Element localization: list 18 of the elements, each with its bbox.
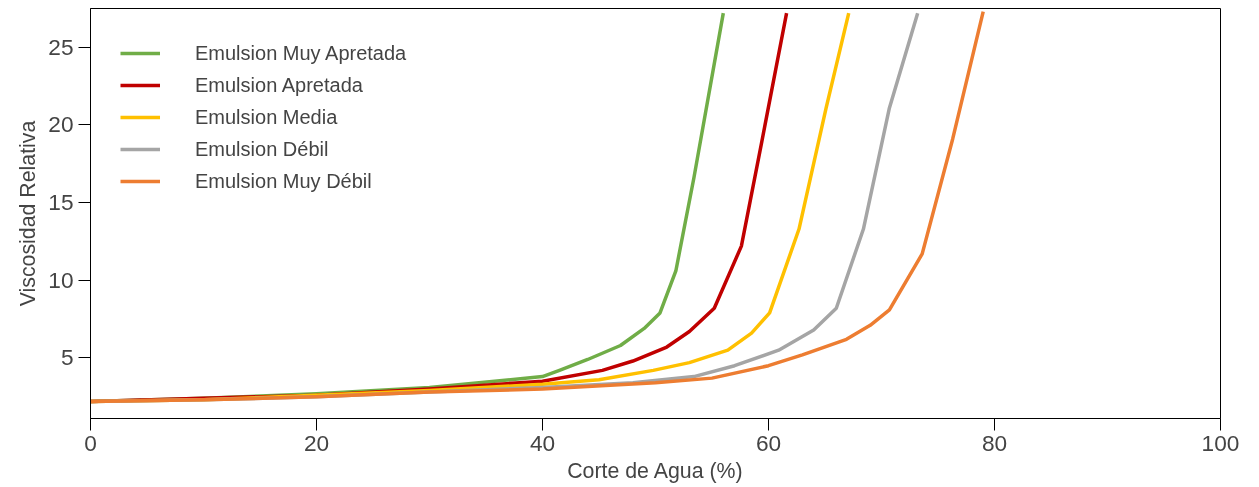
legend-label: Emulsion Muy Apretada xyxy=(195,40,407,66)
legend-label: Emulsion Apretada xyxy=(195,72,363,98)
x-tick-label: 40 xyxy=(529,429,556,456)
x-tick-label: 80 xyxy=(981,429,1008,456)
legend-label: Emulsion Muy Débil xyxy=(195,168,372,194)
y-tick-label: 15 xyxy=(48,189,74,216)
x-tick-label: 100 xyxy=(1201,429,1240,456)
y-tick-label: 10 xyxy=(48,266,74,293)
x-axis-title: Corte de Agua (%) xyxy=(567,458,743,483)
legend-label: Emulsion Débil xyxy=(195,136,329,162)
y-tick-label: 25 xyxy=(48,33,74,60)
y-tick-label: 5 xyxy=(60,344,74,371)
y-tick-label: 20 xyxy=(48,111,74,138)
legend-label: Emulsion Media xyxy=(195,104,338,130)
x-tick-label: 20 xyxy=(303,429,330,456)
y-axis-title: Viscosidad Relativa xyxy=(16,120,41,307)
x-tick-label: 0 xyxy=(84,429,97,456)
x-tick-label: 60 xyxy=(755,429,782,456)
